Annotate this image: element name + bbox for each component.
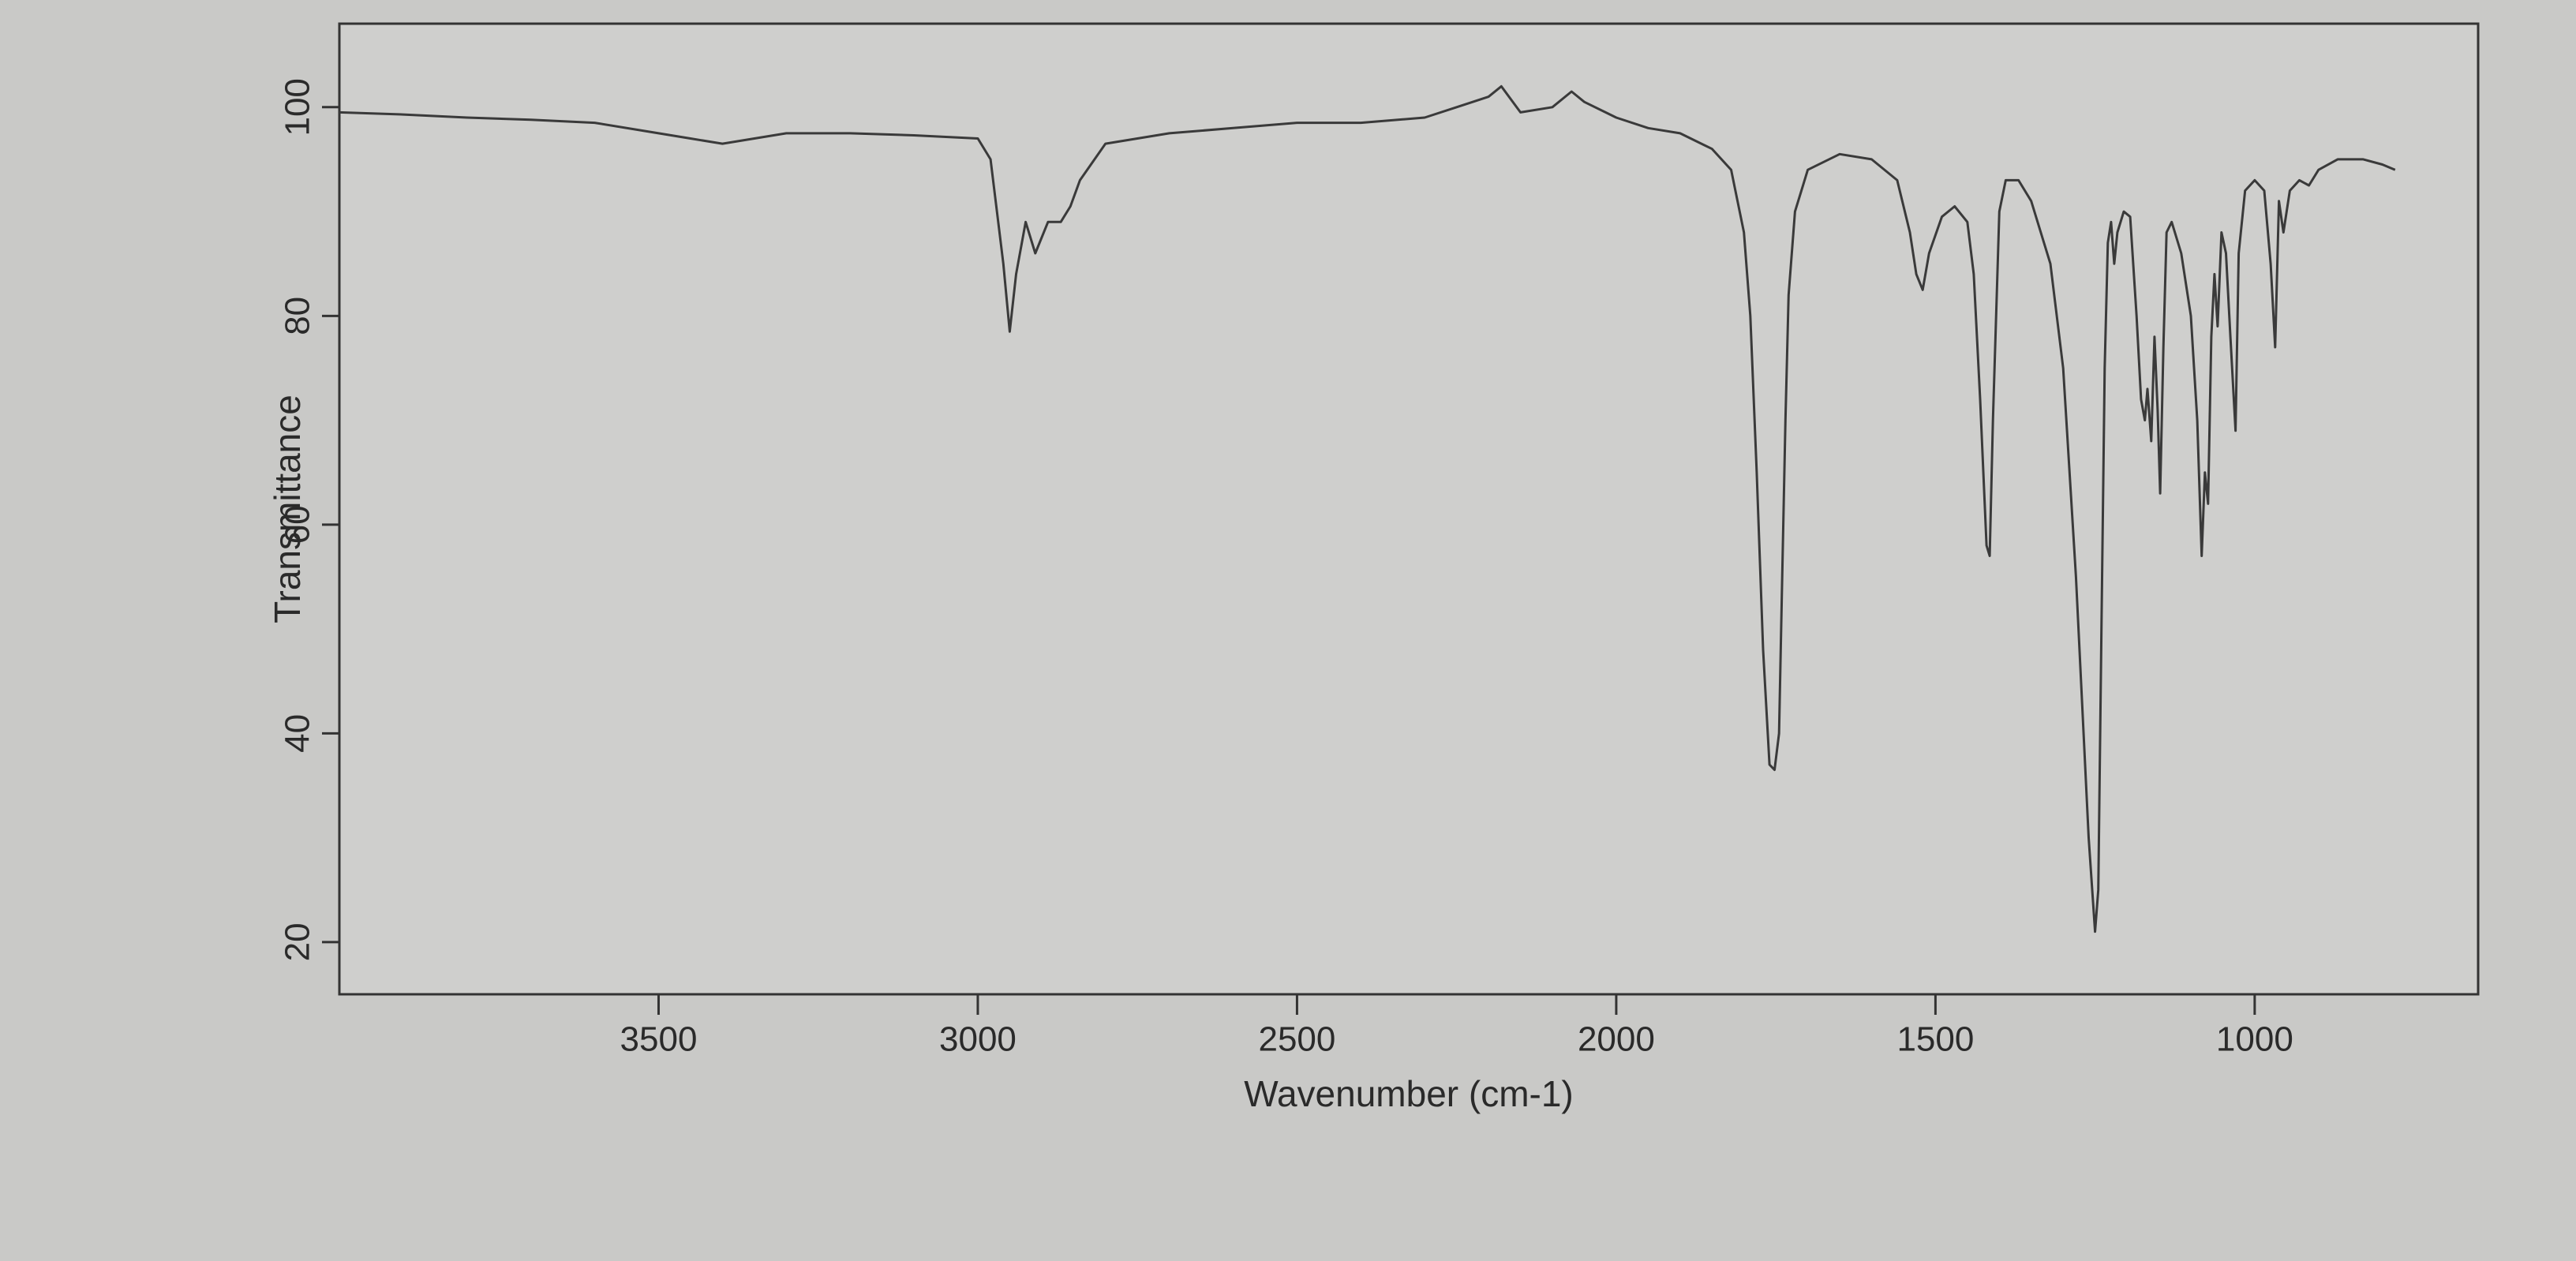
x-tick-label: 1000 <box>2216 1020 2293 1059</box>
y-tick-label: 60 <box>279 505 317 544</box>
y-axis-label: Transmittance <box>267 395 308 623</box>
x-tick-label: 2500 <box>1258 1020 1335 1059</box>
plot-frame <box>338 22 2480 996</box>
x-tick-label: 3000 <box>939 1020 1017 1059</box>
y-tick-label: 40 <box>279 714 317 753</box>
spectrum-line <box>339 84 2396 934</box>
y-tick-label: 20 <box>279 922 317 961</box>
x-tick-label: 3500 <box>620 1020 698 1059</box>
y-tick-label: 80 <box>279 297 317 335</box>
x-axis-label: Wavenumber (cm-1) <box>1244 1073 1573 1114</box>
x-tick-label: 1500 <box>1896 1020 1974 1059</box>
x-tick-label: 2000 <box>1578 1020 1655 1059</box>
y-tick-label: 100 <box>279 78 317 136</box>
